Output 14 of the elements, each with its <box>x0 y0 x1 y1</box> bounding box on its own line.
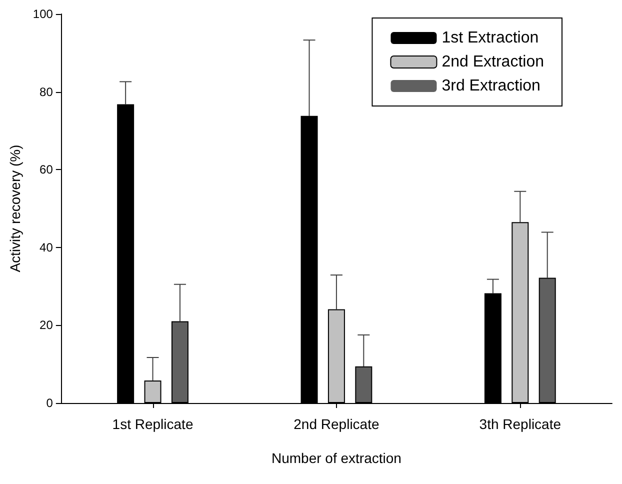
x-tick-label: 2nd Replicate <box>294 416 380 432</box>
legend-label: 1st Extraction <box>442 30 539 46</box>
y-axis-title: Activity recovery (%) <box>7 144 23 272</box>
x-axis-title: Number of extraction <box>271 450 402 466</box>
legend-label: 2nd Extraction <box>442 54 544 70</box>
y-tick-label: 40 <box>40 240 54 254</box>
x-tick-label: 3th Replicate <box>479 416 562 432</box>
y-tick-label: 0 <box>46 396 54 410</box>
y-tick-label: 100 <box>32 7 54 21</box>
y-tick-label: 60 <box>40 162 54 177</box>
y-tick-label: 20 <box>40 318 54 332</box>
y-tick-label: 80 <box>40 84 54 99</box>
legend-label: 3rd Extraction <box>442 78 540 94</box>
x-tick-label: 1st Replicate <box>112 416 194 432</box>
